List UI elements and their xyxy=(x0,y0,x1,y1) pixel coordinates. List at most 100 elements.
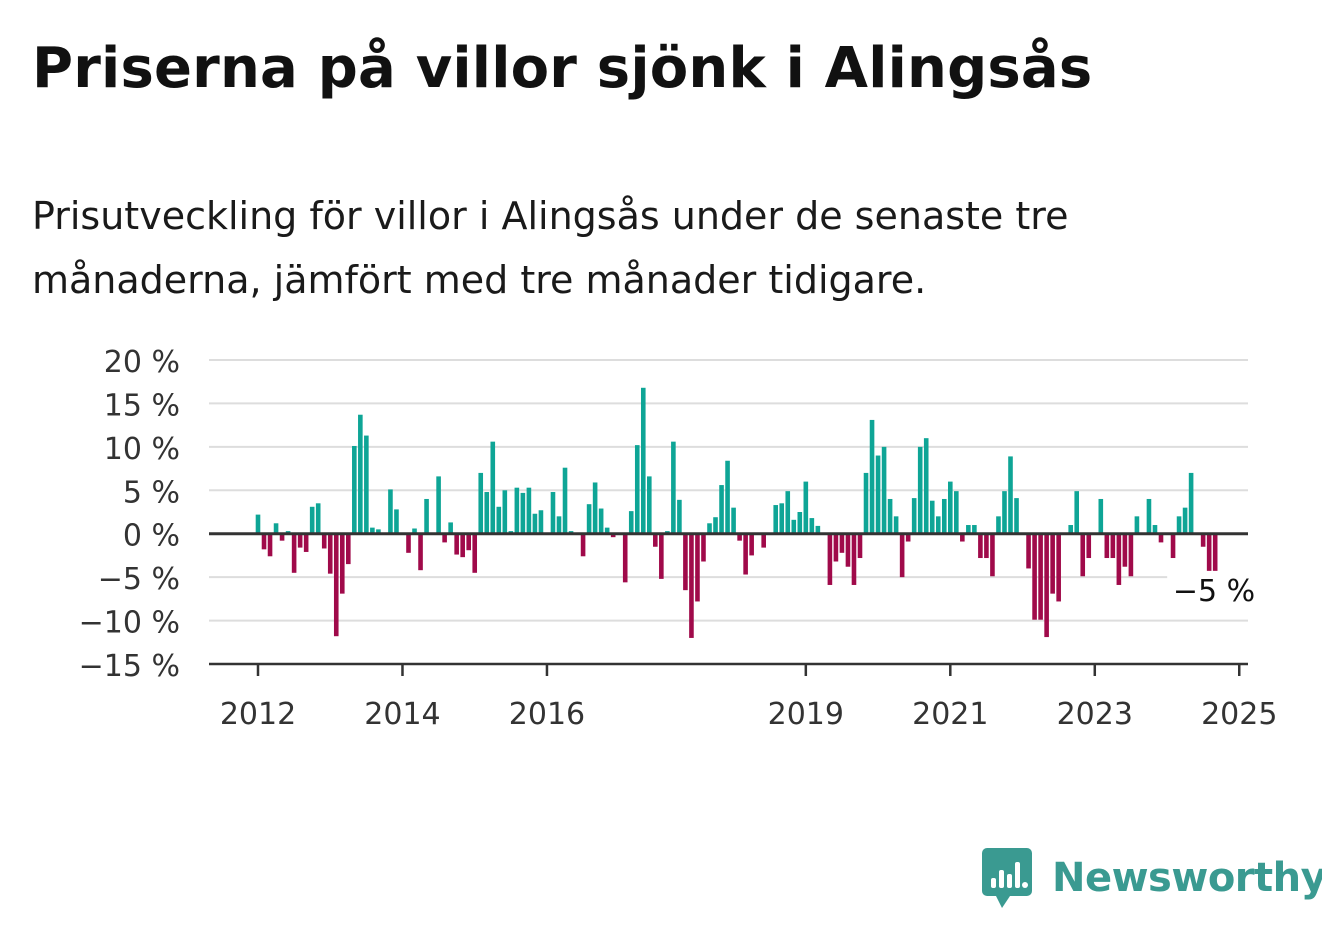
bar xyxy=(719,485,724,534)
bar xyxy=(1038,533,1043,620)
bar xyxy=(406,533,411,553)
bar xyxy=(321,533,327,549)
bar xyxy=(960,533,965,542)
bar xyxy=(941,498,947,534)
bar xyxy=(839,533,845,553)
bar xyxy=(604,527,610,534)
y-tick-label: −10 % xyxy=(79,606,180,641)
bar xyxy=(418,533,423,571)
bar xyxy=(677,499,682,534)
bar xyxy=(370,527,375,534)
bar xyxy=(815,525,821,534)
bar xyxy=(267,533,273,557)
bar xyxy=(1104,533,1110,559)
bar xyxy=(743,533,748,575)
y-tick-label: −15 % xyxy=(79,649,180,684)
bar xyxy=(887,498,893,534)
gridlines xyxy=(209,359,1248,622)
bar xyxy=(628,511,634,534)
bar xyxy=(303,533,309,552)
bar xyxy=(297,533,303,548)
bar xyxy=(1068,525,1073,534)
bar xyxy=(791,519,797,534)
bar xyxy=(954,491,959,534)
bar xyxy=(785,491,791,534)
bar xyxy=(1032,533,1037,620)
bar xyxy=(315,503,321,534)
bar xyxy=(388,489,393,534)
bar xyxy=(773,505,779,534)
bar xyxy=(634,445,640,534)
bar xyxy=(538,510,544,534)
bar xyxy=(1002,491,1007,534)
bar xyxy=(984,533,989,559)
bar xyxy=(695,533,700,602)
bar xyxy=(1044,533,1049,638)
x-tick-label: 2014 xyxy=(364,697,440,732)
bar xyxy=(1200,533,1206,547)
y-tick-label: 15 % xyxy=(104,388,180,423)
bar xyxy=(996,516,1001,534)
bar xyxy=(466,533,471,551)
bar xyxy=(653,533,658,547)
bar xyxy=(1128,533,1134,577)
x-tick-label: 2012 xyxy=(220,697,296,732)
bar xyxy=(1110,533,1116,559)
bar xyxy=(1074,491,1080,534)
bar xyxy=(1086,533,1092,559)
bar xyxy=(273,523,279,534)
bar xyxy=(833,533,839,562)
bar xyxy=(472,533,478,573)
bar xyxy=(1188,472,1194,534)
bar xyxy=(935,516,941,534)
bar xyxy=(869,419,875,534)
bar xyxy=(436,476,441,534)
bar xyxy=(978,533,983,559)
y-tick-label: 10 % xyxy=(104,432,180,467)
bar xyxy=(857,533,863,559)
bar xyxy=(394,509,399,534)
bar xyxy=(1170,533,1176,559)
bar xyxy=(899,533,905,578)
bar xyxy=(1134,516,1140,534)
bar xyxy=(1146,498,1152,534)
bar xyxy=(671,441,676,534)
y-tick-label: 5 % xyxy=(123,475,180,510)
bar xyxy=(863,472,869,534)
bar xyxy=(647,476,652,534)
newsworthy-logo: Newsworthy xyxy=(982,848,1322,908)
axis-labels: 20 % 15 % 10 % 5 % 0 % −5 % −10 % −15 % 2012 2014… xyxy=(79,345,1278,732)
bar xyxy=(490,441,496,534)
bar xyxy=(1014,498,1019,534)
bar xyxy=(1152,525,1158,534)
bar xyxy=(327,533,333,574)
bar xyxy=(893,516,899,534)
bar xyxy=(514,487,520,534)
bar xyxy=(737,533,742,541)
bar xyxy=(1026,533,1031,569)
bar xyxy=(352,445,357,534)
bar xyxy=(803,481,809,534)
bar xyxy=(731,507,736,534)
bar xyxy=(279,533,285,541)
bar xyxy=(827,533,833,585)
bar xyxy=(346,533,351,565)
bar xyxy=(713,517,718,534)
bar xyxy=(592,482,598,534)
x-tick-label: 2023 xyxy=(1057,697,1133,732)
bar xyxy=(1116,533,1122,585)
bar xyxy=(622,533,628,583)
bar xyxy=(448,522,453,534)
axes xyxy=(209,532,1248,676)
bar xyxy=(1212,533,1218,577)
bar xyxy=(761,533,766,548)
bar xyxy=(484,492,490,534)
bar xyxy=(309,506,315,534)
bar-chart: 20 % 15 % 10 % 5 % 0 % −5 % −10 % −15 % 2012 2014… xyxy=(79,345,1278,732)
bar xyxy=(707,523,712,534)
bar xyxy=(261,533,267,550)
bar xyxy=(881,446,887,534)
bar xyxy=(412,528,417,534)
chart-subtitle: Prisutveckling för villor i Alingsås und… xyxy=(32,194,1069,302)
bar xyxy=(1158,533,1164,543)
